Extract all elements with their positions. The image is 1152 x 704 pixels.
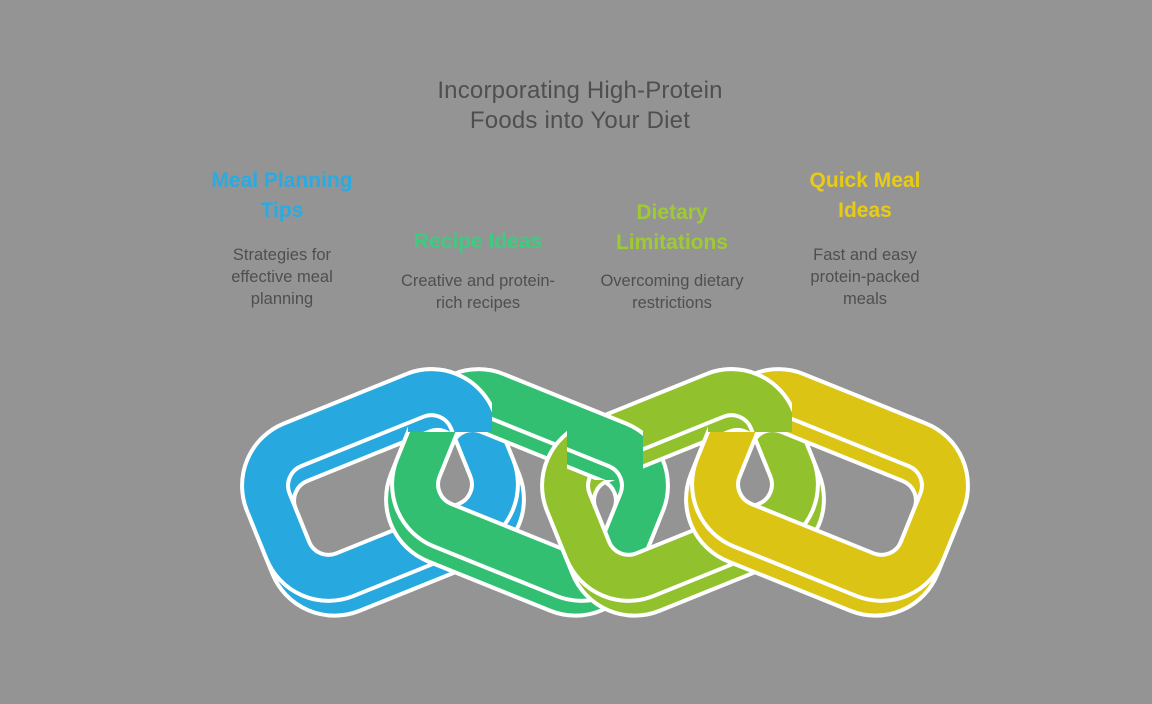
section-description-quick-meal-ideas: Fast and easy protein-packed meals (755, 244, 975, 310)
section-heading-meal-planning: Meal Planning Tips (152, 166, 412, 226)
page-title: Incorporating High-Protein Foods into Yo… (420, 76, 740, 136)
title-line: Foods into Your Diet (469, 107, 691, 134)
section-description-recipe-ideas: Creative and protein- rich recipes (368, 270, 588, 314)
description-line: Overcoming dietary (600, 272, 744, 290)
heading-line: Ideas (838, 199, 892, 222)
heading-line: Meal Planning (211, 169, 353, 192)
link-front (690, 367, 970, 603)
heading-line: Limitations (615, 231, 728, 254)
section-heading-dietary-limitations: Dietary Limitations (542, 198, 802, 258)
link-front (390, 367, 670, 603)
section-heading-recipe-ideas: Recipe Ideas (348, 227, 608, 257)
heading-line: Tips (260, 199, 304, 222)
link-band (394, 371, 666, 599)
description-line: restrictions (632, 294, 712, 312)
description-line: Strategies for (232, 246, 332, 264)
description-line: Fast and easy (813, 246, 917, 264)
description-line: planning (250, 290, 314, 308)
heading-line: Quick Meal (809, 169, 921, 192)
description-line: rich recipes (435, 294, 521, 312)
link-band (694, 371, 966, 599)
section-heading-quick-meal-ideas: Quick Meal Ideas (735, 166, 995, 226)
heading-line: Recipe Ideas (413, 230, 543, 253)
chain-link-recipe-ideas (384, 367, 670, 618)
chain-link-dietary-limitations (540, 367, 826, 618)
section-description-meal-planning: Strategies for effective meal planning (172, 244, 392, 310)
description-line: protein-packed (810, 268, 920, 286)
heading-line: Dietary (636, 201, 708, 224)
description-line: effective meal (231, 268, 333, 286)
chain-link-quick-meal-ideas (684, 367, 970, 618)
title-line: Incorporating High-Protein (437, 77, 723, 104)
section-description-dietary-limitations: Overcoming dietary restrictions (562, 270, 782, 314)
description-line: meals (842, 290, 887, 308)
description-line: Creative and protein- (400, 272, 556, 290)
